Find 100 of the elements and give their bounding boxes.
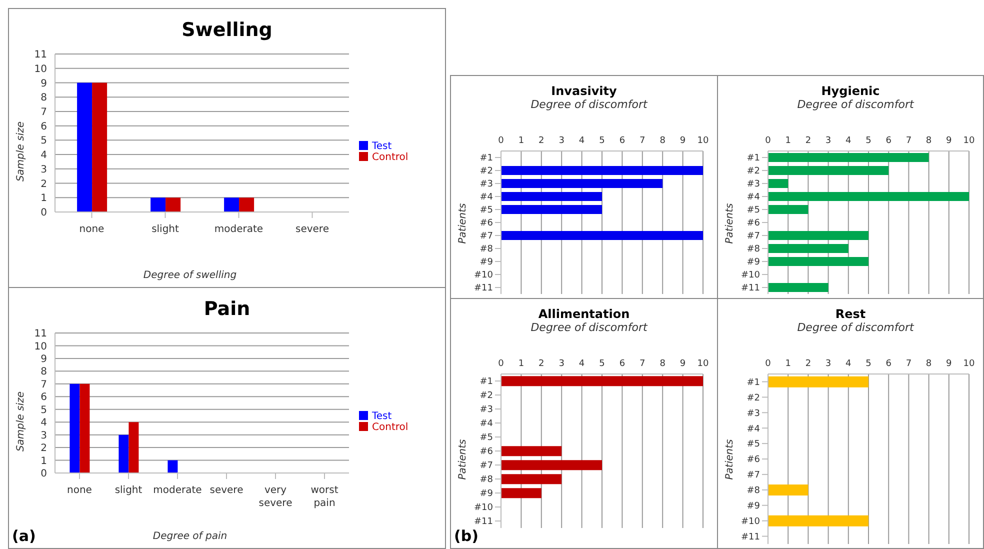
y-tick-label: #6 [746, 218, 760, 229]
x-tick-label: 6 [886, 136, 892, 146]
x-tick-label: 1 [785, 359, 791, 369]
x-tick-label: 4 [846, 359, 852, 369]
x-tick-label: 5 [599, 136, 605, 146]
x-tick-label: 2 [805, 359, 812, 369]
y-tick-label: #8 [746, 244, 760, 255]
y-tick-label: #5 [746, 206, 760, 216]
text: (b) [454, 527, 478, 545]
x-tick-label: 1 [518, 136, 524, 146]
y-tick-label: #2 [746, 393, 760, 404]
chart-title: Rest [834, 307, 867, 321]
bar [768, 204, 808, 214]
x-tick-label: 9 [946, 359, 952, 369]
x-tick-label: 8 [926, 136, 932, 146]
y-tick-label: #6 [480, 447, 494, 458]
x-tick-label: 9 [680, 359, 686, 369]
legend-label: Test [372, 140, 392, 152]
y-tick-label: 7 [40, 107, 47, 118]
y-tick-label: #2 [480, 391, 493, 402]
x-tick-label: 3 [558, 359, 564, 369]
x-tick-label: 4 [578, 359, 585, 369]
x-tick-label: 2 [538, 359, 544, 369]
x-tick-label: 8 [660, 359, 666, 369]
x-tick-label: 1 [518, 359, 524, 369]
y-axis-title: Patients [458, 202, 469, 244]
y-tick-label: #8 [746, 486, 760, 496]
y-tick-label: 3 [40, 164, 47, 176]
y-tick-label: 6 [40, 392, 47, 404]
x-tick-label: 6 [886, 359, 892, 369]
x-tick-label: 6 [619, 359, 626, 369]
legend-label: Control [372, 422, 408, 432]
x-tick-label: 7 [906, 136, 912, 146]
bar [501, 474, 562, 484]
x-tick-label: 8 [660, 136, 666, 146]
y-tick-label: 0 [40, 468, 47, 480]
x-tick-label: 0 [765, 359, 772, 369]
x-tick-label: none [79, 224, 104, 235]
x-tick-label: 4 [846, 136, 852, 146]
bar [501, 460, 602, 470]
bar [501, 488, 542, 498]
y-tick-label: 6 [40, 121, 47, 132]
y-axis-title: Patients [724, 439, 736, 480]
x-tick-label: worst pain [310, 485, 338, 509]
bar [768, 244, 848, 253]
legend-label: Control [372, 152, 408, 162]
y-tick-label: 8 [40, 92, 47, 104]
y-tick-label: #2 [746, 166, 760, 177]
y-tick-label: #8 [480, 244, 494, 255]
y-tick-label: #5 [480, 433, 493, 444]
y-tick-label: #6 [746, 455, 760, 466]
y-tick-label: #7 [480, 232, 493, 242]
y-tick-label: #11 [741, 284, 760, 294]
y-tick-label: #8 [480, 475, 494, 486]
y-tick-label: 8 [40, 366, 47, 378]
chart-title: Invasivity [550, 84, 618, 98]
x-tick-label: 0 [498, 136, 504, 146]
y-tick-label: 2 [40, 178, 47, 190]
y-tick-label: #5 [480, 206, 493, 216]
bar [768, 152, 929, 162]
x-tick-label: 7 [640, 359, 646, 369]
y-tick-label: #1 [480, 377, 493, 388]
x-tick-label: moderate [153, 485, 202, 496]
y-tick-label: #3 [480, 180, 493, 190]
y-tick-label: #9 [480, 258, 494, 268]
bar [768, 178, 788, 188]
y-tick-label: 4 [40, 150, 47, 162]
x-tick-label: slight [114, 485, 142, 496]
bar [768, 282, 828, 292]
y-tick-label: #2 [480, 166, 493, 177]
bar [168, 460, 178, 473]
y-tick-label: #1 [480, 154, 493, 164]
y-tick-label: 2 [40, 443, 47, 454]
bar [70, 384, 80, 473]
y-tick-label: #4 [746, 192, 760, 203]
x-tick-label: none [67, 485, 92, 496]
x-tick-label: 5 [866, 359, 872, 369]
bar [501, 178, 663, 188]
x-tick-label: 4 [578, 136, 585, 146]
y-tick-label: #11 [474, 517, 493, 528]
y-tick-label: 4 [40, 418, 47, 429]
x-tick-label: 9 [946, 136, 952, 146]
y-tick-label: 3 [40, 430, 47, 442]
y-tick-label: #4 [746, 424, 760, 434]
y-tick-label: #10 [741, 270, 760, 281]
x-tick-label: moderate [214, 224, 264, 235]
y-tick-label: #4 [480, 419, 494, 430]
x-tick-label: slight [152, 224, 180, 235]
y-axis-title: Sample size [16, 391, 27, 452]
y-tick-label: #10 [474, 270, 494, 281]
chart-title: Pain [202, 298, 252, 320]
x-tick-label: 7 [640, 136, 646, 146]
x-tick-label: 2 [805, 136, 812, 146]
y-tick-label: #9 [746, 258, 760, 268]
x-tick-label: 2 [538, 136, 544, 146]
y-tick-label: 11 [34, 50, 47, 61]
y-axis-title: Patients [724, 202, 736, 244]
x-tick-label: 7 [906, 359, 912, 369]
bar [501, 376, 703, 386]
x-tick-label: 10 [963, 359, 975, 369]
